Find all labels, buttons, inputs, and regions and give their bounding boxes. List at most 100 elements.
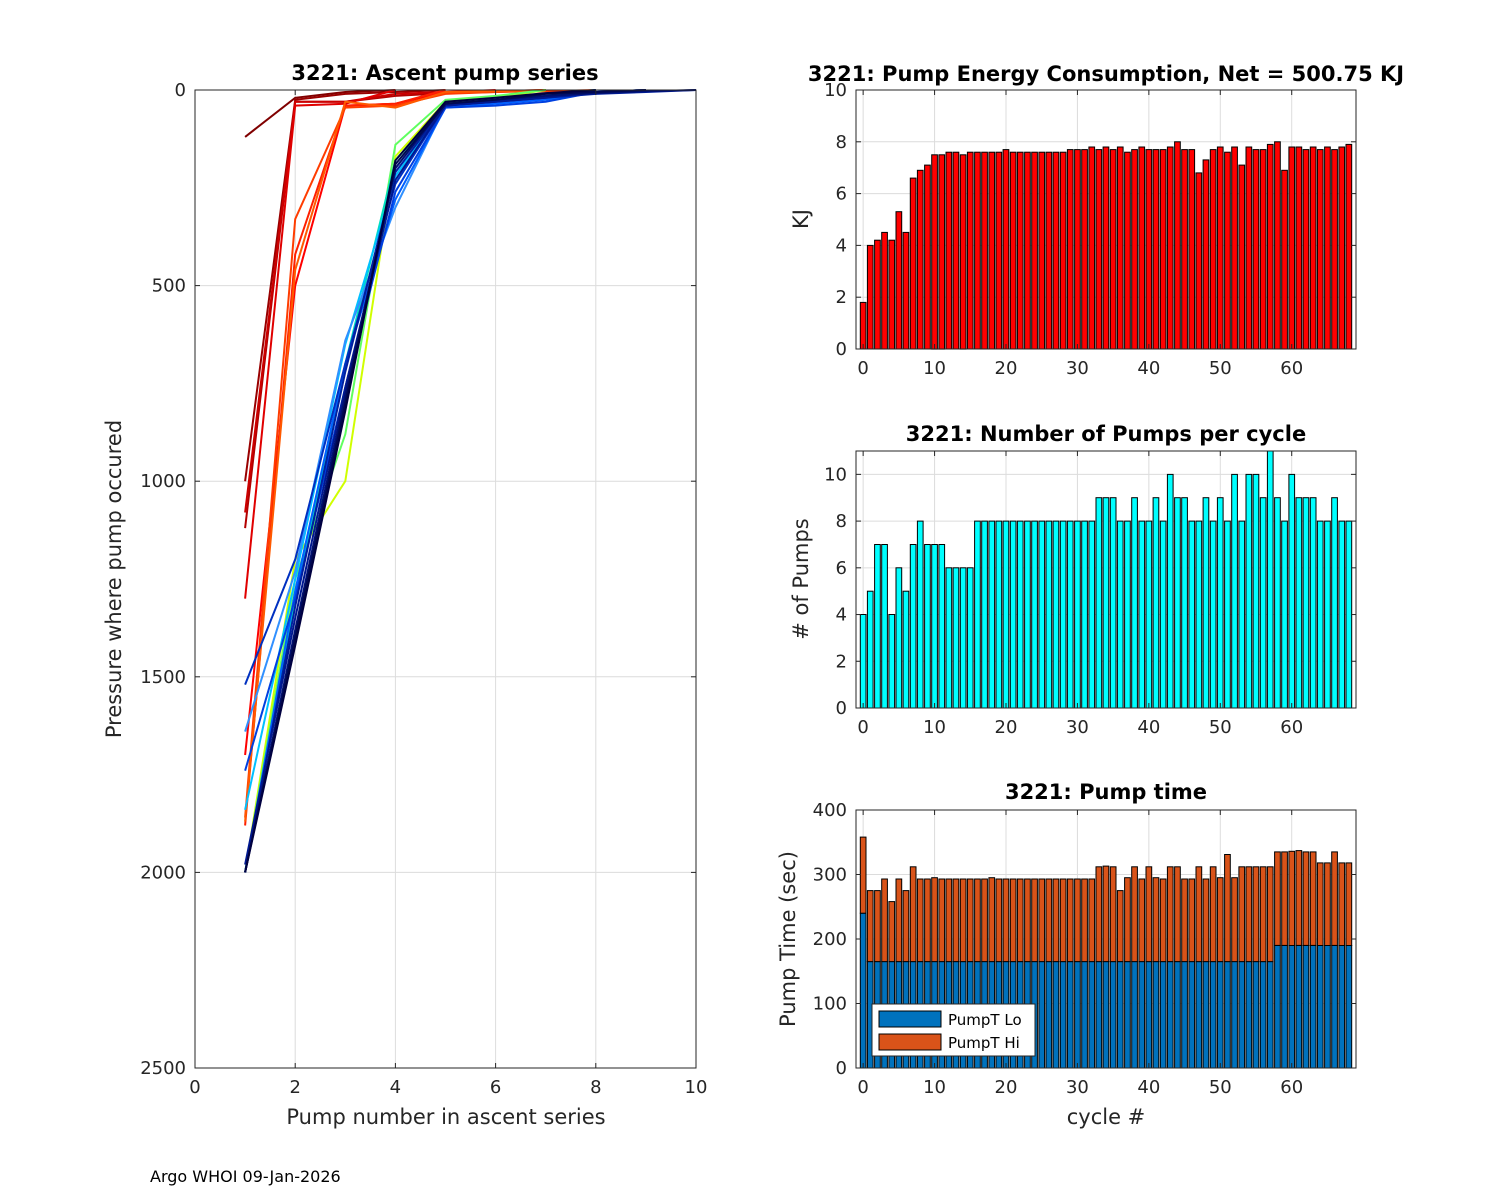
pumptime-xtick-label: 40 [1137, 1077, 1160, 1098]
ascent-ytick-label: 0 [175, 80, 186, 101]
pumps-bar [1145, 520, 1153, 709]
pumptime-bar-segment [1124, 877, 1131, 963]
energy-bar [1045, 151, 1053, 350]
ascent-series-line [244, 89, 396, 138]
energy-bar [859, 301, 867, 350]
pumps-bar [1224, 520, 1231, 709]
footer-credit: Argo WHOI 09-Jan-2026 [150, 1167, 341, 1186]
pumptime-bar-segment [1188, 961, 1196, 1069]
pumps-xtick-label: 50 [1209, 717, 1232, 738]
energy-bar [916, 169, 924, 350]
pumptime-bar-segment [1316, 945, 1324, 1069]
energy-bar [1088, 146, 1096, 350]
pumptime-bar-segment [909, 866, 917, 963]
pumps-bar [966, 567, 974, 709]
pumptime-bar-segment [1338, 945, 1346, 1069]
pumptime-bar-segment [1131, 866, 1138, 963]
energy-bars [859, 141, 1353, 350]
pumptime-bar-segment [1088, 961, 1096, 1069]
energy-bar [1009, 151, 1017, 350]
ascent-ylabel: Pressure where pump occured [102, 420, 126, 738]
pumps-bar [1231, 473, 1238, 709]
energy-bar [1152, 149, 1160, 350]
pumptime-xtick-label: 60 [1280, 1077, 1303, 1098]
pumps-bar [1016, 520, 1024, 709]
ascent-xtick-label: 10 [685, 1077, 708, 1098]
energy-xtick-label: 40 [1137, 358, 1160, 379]
pumps-ylabel: # of Pumps [789, 518, 813, 640]
pumptime-bar-segment [1024, 878, 1031, 963]
energy-bar [1266, 143, 1274, 350]
pumptime-bar-segment [931, 877, 938, 963]
pumptime-ytick-label: 100 [813, 994, 847, 1015]
legend-swatch-lo [878, 1010, 942, 1028]
energy-bar [1031, 151, 1038, 350]
pumps-bar [866, 590, 874, 709]
pumptime-xtick-label: 30 [1066, 1077, 1089, 1098]
pumptime-xtick-label: 0 [857, 1077, 868, 1098]
pumptime-bar-segment [1195, 961, 1203, 1069]
pumps-bar [895, 567, 903, 709]
pumptime-bar-segment [1295, 850, 1303, 946]
pumps-tick-labels: 0 10 20 30 40 50 60 0 2 4 6 8 10 [824, 451, 1356, 738]
energy-bar [881, 231, 888, 350]
pumptime-bar-segment [1209, 866, 1217, 963]
pumptime-bar-segment [1016, 878, 1024, 963]
pumps-chart: 0 10 20 30 40 50 60 0 2 4 6 8 10 3221: Number of Pum… [789, 422, 1357, 738]
pumptime-bar-segment [1074, 878, 1081, 963]
pumptime-bar-segment [1245, 866, 1253, 963]
pumps-bar [1345, 520, 1353, 709]
energy-bar [981, 151, 988, 350]
energy-bar [1245, 146, 1253, 350]
pumptime-bar-segment [881, 878, 888, 963]
energy-bar [1016, 151, 1024, 350]
pumptime-bar-segment [1131, 961, 1138, 1069]
pumptime-ylabel: Pump Time (sec) [776, 851, 800, 1027]
pumps-bar [1152, 497, 1160, 709]
energy-bar [1174, 141, 1181, 350]
ascent-series-line [244, 89, 396, 599]
energy-bar [1252, 149, 1260, 350]
pumptime-bar-segment [866, 890, 874, 963]
energy-bar [1166, 146, 1174, 350]
pumps-bar [1259, 497, 1267, 709]
energy-ytick-label: 8 [836, 132, 847, 153]
pumptime-bar-segment [1259, 866, 1267, 963]
pumptime-legend: PumpT Lo PumpT Hi [871, 1003, 1036, 1057]
energy-bar [1124, 151, 1131, 350]
pumps-bar [931, 544, 938, 709]
pumptime-bar-segment [1216, 961, 1224, 1069]
pumptime-bar-segment [1266, 866, 1274, 963]
energy-bar [924, 164, 931, 350]
pumps-bar [1102, 497, 1110, 709]
pumptime-bar-segment [1109, 961, 1117, 1069]
pumps-bar [1295, 497, 1303, 709]
pumps-bar [1288, 473, 1296, 709]
pumps-bar [988, 520, 996, 709]
energy-bar [952, 151, 960, 350]
pumptime-bar-segment [859, 912, 867, 1069]
ascent-series-line [244, 89, 446, 482]
pumps-ytick-label: 10 [824, 464, 847, 485]
pumptime-bar-segment [1302, 945, 1310, 1069]
ascent-xlabel: Pump number in ascent series [286, 1105, 605, 1129]
pumptime-bar-segment [1231, 961, 1238, 1069]
pumptime-bar-segment [981, 878, 988, 963]
pumptime-bar-segment [1224, 961, 1231, 1069]
energy-bar [1109, 149, 1117, 350]
pumps-bar [1338, 520, 1346, 709]
energy-bar [1202, 159, 1210, 350]
legend-swatch-hi [878, 1033, 942, 1051]
pumptime-bar-segment [1102, 865, 1110, 963]
pumptime-bar-segment [1281, 851, 1288, 946]
pumps-bar [981, 520, 988, 709]
pumptime-bar-segment [1045, 878, 1053, 963]
pumps-bar [1216, 497, 1224, 709]
ascent-xtick-label: 0 [189, 1077, 200, 1098]
ascent-title: 3221: Ascent pump series [291, 61, 598, 85]
pumptime-xtick-label: 20 [995, 1077, 1018, 1098]
energy-bar [1145, 149, 1153, 350]
energy-bar [966, 151, 974, 350]
energy-bar [974, 151, 981, 350]
energy-bar [909, 177, 917, 350]
